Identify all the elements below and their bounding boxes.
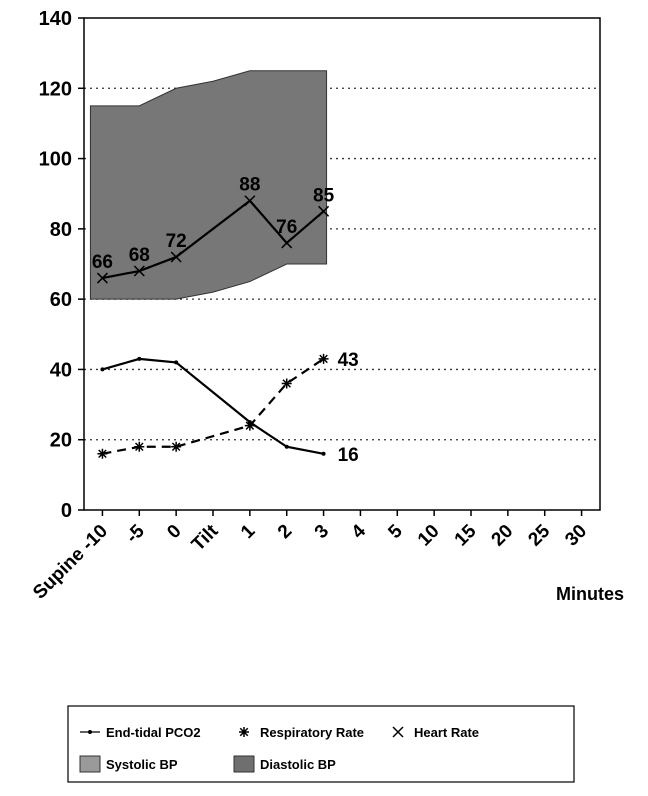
x-tick-label: 15 — [451, 520, 481, 550]
x-tick-label: 25 — [524, 520, 554, 550]
data-label: 76 — [276, 217, 297, 238]
series-point — [171, 441, 182, 452]
series-end-tidal-pco2: 16 — [100, 356, 359, 466]
series-point — [133, 265, 145, 277]
x-tick-label: 10 — [414, 521, 444, 551]
legend-label: End-tidal PCO2 — [106, 725, 201, 740]
series-point — [392, 726, 404, 738]
legend-item: Heart Rate — [392, 725, 479, 740]
series-point — [318, 205, 330, 217]
x-tick-label: 3 — [311, 521, 333, 543]
legend-label: Systolic BP — [106, 757, 178, 772]
series-heart-rate: 66 68 72 88 76 85 — [92, 175, 335, 284]
x-tick-label: -5 — [122, 520, 149, 547]
data-label: 66 — [92, 252, 113, 273]
y-tick-label: 120 — [39, 78, 72, 100]
legend-item: End-tidal PCO2 — [80, 725, 201, 740]
series-point — [134, 441, 145, 452]
plot-frame — [83, 17, 601, 511]
y-tick-label: 20 — [50, 430, 72, 452]
series-point — [174, 360, 179, 365]
legend: End-tidal PCO2 Respiratory Rate Heart Rate… — [67, 705, 575, 783]
legend-box — [67, 705, 575, 783]
legend-item: Systolic BP — [79, 755, 178, 773]
legend-swatch — [233, 755, 255, 773]
legend-dot — [88, 730, 92, 734]
x-axis-title: Minutes — [556, 584, 624, 604]
x-tick-label: 5 — [384, 520, 407, 543]
series-point — [137, 356, 142, 361]
legend-item: Respiratory Rate — [239, 725, 364, 740]
series-point — [281, 237, 293, 249]
data-label: 85 — [313, 185, 335, 206]
data-label: 72 — [166, 231, 187, 252]
series-point — [284, 444, 289, 449]
series-point — [321, 451, 326, 456]
series-point — [244, 420, 255, 431]
x-tick-label: 2 — [274, 521, 296, 543]
y-tick-label: 140 — [39, 8, 72, 30]
legend-label: Diastolic BP — [260, 757, 336, 772]
bp-band — [89, 70, 328, 300]
legend-label: Respiratory Rate — [260, 725, 364, 740]
y-tick-label: 60 — [50, 289, 72, 311]
y-tick-label: 100 — [39, 149, 72, 171]
data-label: 43 — [338, 350, 359, 371]
data-label: 88 — [239, 175, 260, 196]
y-tick-label: 40 — [50, 359, 72, 381]
series-point — [100, 367, 105, 372]
x-tick-label: 4 — [348, 520, 371, 543]
x-tick-label: 20 — [488, 521, 518, 551]
series-point — [281, 378, 292, 389]
x-tick-label: 1 — [237, 520, 260, 543]
y-tick-label: 80 — [50, 219, 72, 241]
series-point — [97, 448, 108, 459]
y-tick-label: 0 — [61, 500, 72, 522]
series-point — [96, 272, 108, 284]
x-tick-label: Supine -10 — [29, 521, 112, 604]
series-line — [102, 357, 325, 455]
series-point — [170, 251, 182, 263]
x-tick-label: 0 — [163, 521, 185, 543]
data-label: 16 — [338, 445, 359, 466]
bp-band-layer — [89, 70, 328, 300]
legend-item: Diastolic BP — [233, 755, 336, 773]
series-line — [102, 357, 324, 455]
series-point — [318, 353, 329, 364]
x-tick-label: 30 — [561, 521, 591, 551]
series-layer: 16 43 66 68 72 88 76 85 — [92, 175, 359, 466]
series-respiratory-rate: 43 — [97, 350, 359, 459]
series-line — [102, 199, 325, 280]
x-tick-label: Tilt — [188, 520, 223, 555]
data-label: 68 — [129, 245, 150, 266]
legend-swatch — [79, 755, 101, 773]
series-point — [239, 727, 249, 737]
legend-label: Heart Rate — [414, 725, 479, 740]
series-point — [244, 195, 256, 207]
